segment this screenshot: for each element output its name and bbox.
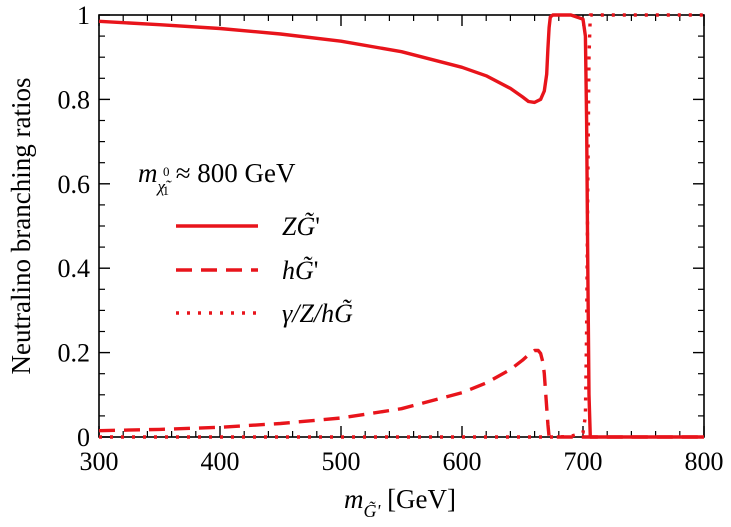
x-axis-title: mG̃' [GeV] [344, 484, 456, 521]
y-tick-label: 1 [77, 1, 90, 30]
x-tick-label: 300 [80, 447, 119, 476]
y-tick-label: 0 [77, 423, 90, 452]
x-tick-label: 600 [443, 447, 482, 476]
y-tick-label: 0.2 [58, 339, 91, 368]
legend-label-solid: ZG̃' [282, 212, 320, 241]
mass-annotation: mχ̃0 1 ≈ 800 GeV [138, 158, 296, 198]
x-tick-label: 800 [685, 447, 724, 476]
mass-annotation-text: mχ̃0 1 ≈ 800 GeV [138, 158, 296, 198]
axis-labels: mG̃' [GeV] Neutralino branching ratios [6, 78, 456, 521]
legend-label-dotted: γ/Z/hG̃ [282, 299, 353, 328]
series-line-dashed [98, 348, 704, 439]
series-group [98, 13, 704, 439]
y-tick-label: 0.4 [58, 254, 91, 283]
legend: ZG̃' hG̃' γ/Z/hG̃ [176, 212, 353, 328]
y-tick-label: 0.6 [58, 170, 91, 199]
series-line-dotted [99, 13, 704, 439]
y-tick-label: 0.8 [58, 85, 91, 114]
x-tick-label: 500 [322, 447, 361, 476]
y-axis-title: Neutralino branching ratios [6, 78, 36, 375]
legend-label-dashed: hG̃' [282, 256, 318, 285]
axes: 300 400 500 600 700 800 0 0.2 0.4 0.6 0.8 1 [58, 1, 724, 476]
x-tick-label: 400 [201, 447, 240, 476]
x-tick-label: 700 [564, 447, 603, 476]
